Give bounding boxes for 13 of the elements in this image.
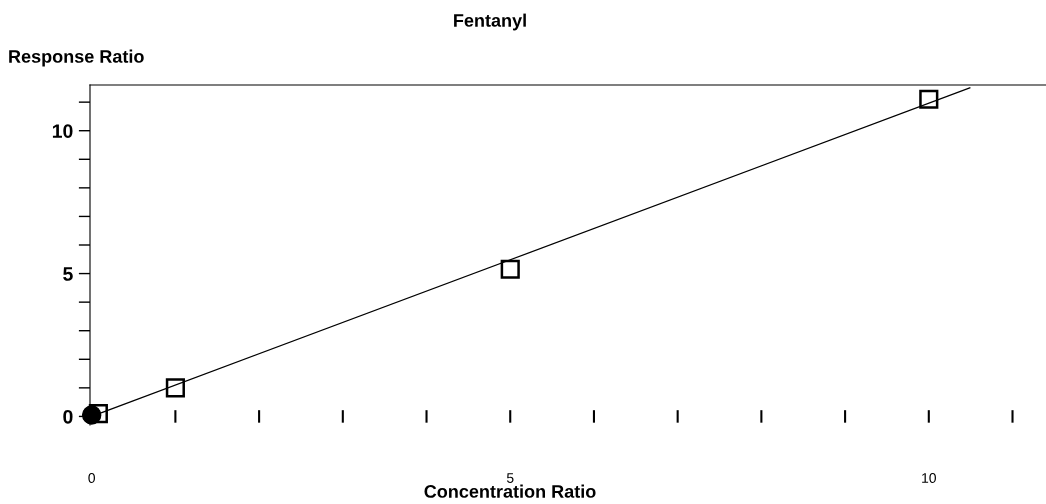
chart-title: Fentanyl	[454, 13, 526, 31]
y-tick-label: 0	[63, 409, 73, 424]
x-tick-label: 5	[506, 473, 514, 483]
point	[919, 89, 939, 109]
point	[165, 378, 185, 398]
x-tick-label: 0	[88, 473, 95, 483]
y-tick-label: 5	[63, 267, 73, 281]
point	[500, 259, 520, 279]
x-tick-label: 10	[922, 473, 936, 483]
y-axis-title: Response Ratio	[9, 49, 144, 67]
y-tick-label: 10	[52, 124, 73, 138]
point	[88, 403, 108, 424]
x-axis-title: Concentration Ratio	[424, 484, 596, 498]
